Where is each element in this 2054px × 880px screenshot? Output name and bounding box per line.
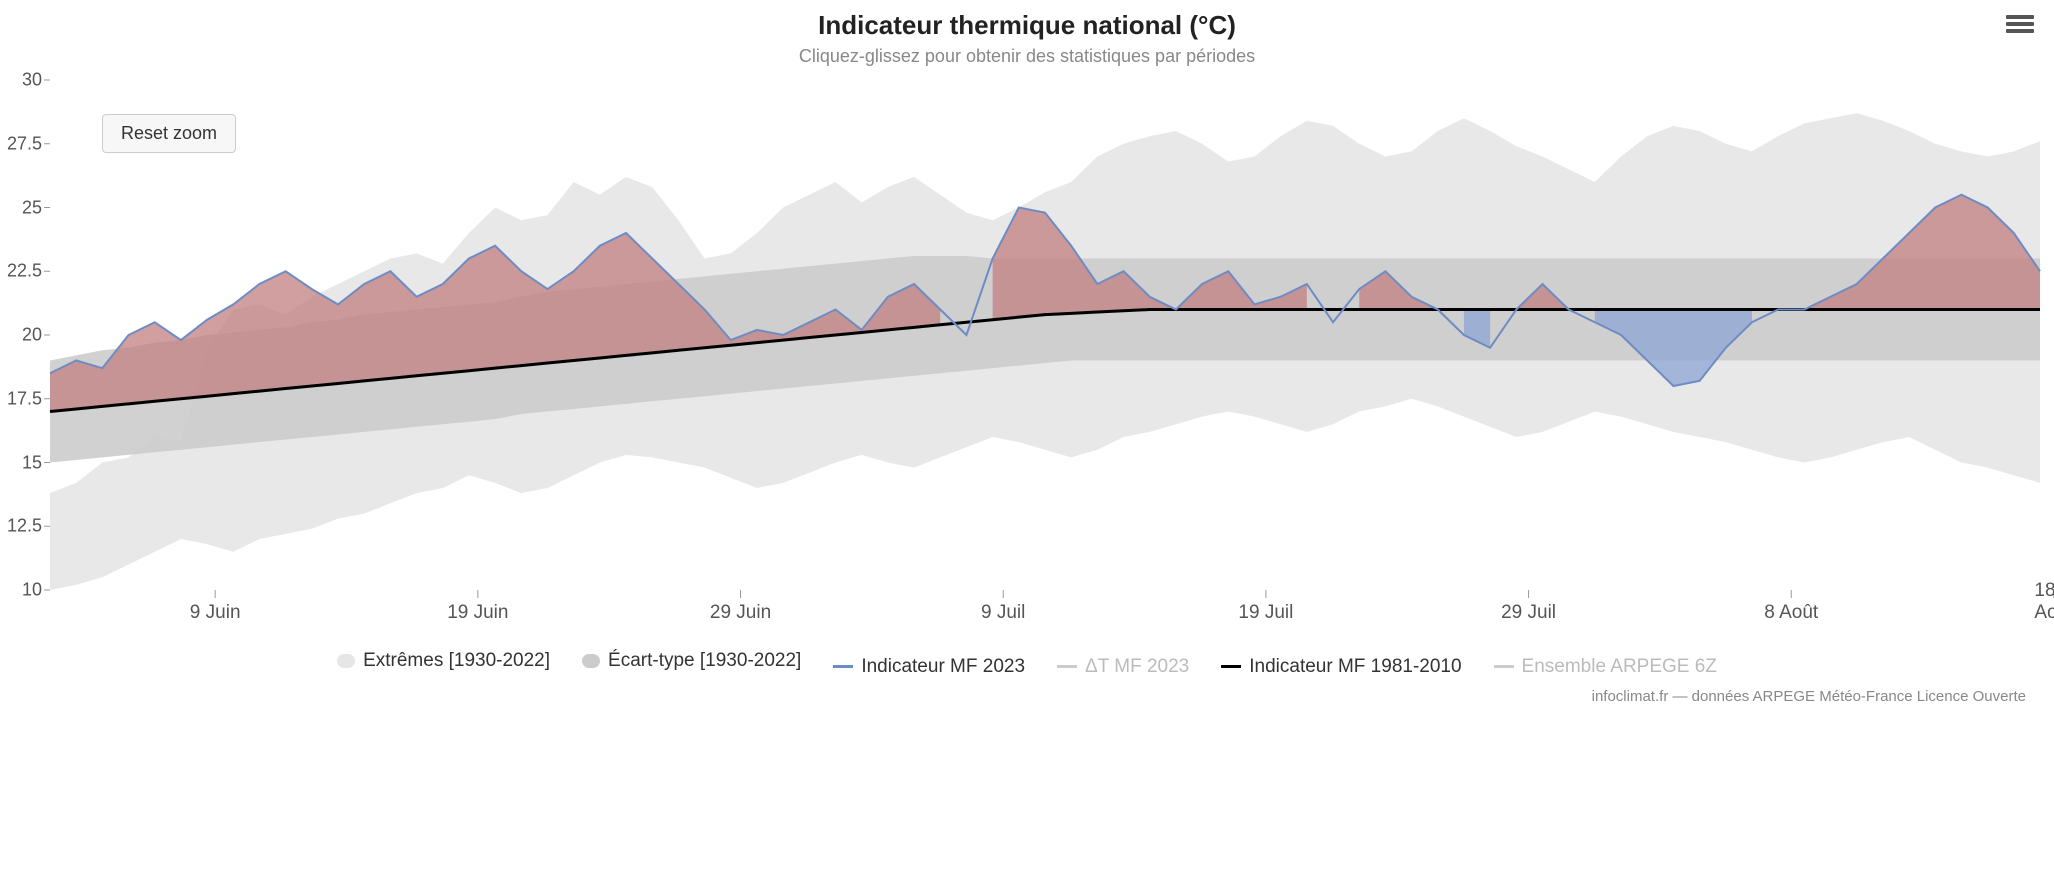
legend-label: Extrêmes [1930-2022] bbox=[363, 650, 550, 672]
x-axis-label: 29 Juil bbox=[1501, 602, 1556, 624]
y-axis-label: 17.5 bbox=[2, 388, 42, 409]
x-axis-label: 9 Juil bbox=[981, 602, 1025, 624]
legend-label: Ensemble ARPEGE 6Z bbox=[1522, 656, 1717, 678]
hamburger-menu-icon[interactable] bbox=[2006, 12, 2034, 34]
y-axis-label: 22.5 bbox=[2, 261, 42, 282]
legend-label: ΔT MF 2023 bbox=[1085, 656, 1189, 678]
legend-item-delta2023[interactable]: ΔT MF 2023 bbox=[1057, 656, 1189, 678]
x-axis-label: 9 Juin bbox=[190, 602, 241, 624]
chart-title: Indicateur thermique national (°C) bbox=[0, 10, 2054, 41]
y-axis-label: 12.5 bbox=[2, 516, 42, 537]
y-axis-label: 30 bbox=[2, 70, 42, 91]
plot-area[interactable]: 1012.51517.52022.52527.530 9 Juin19 Juin… bbox=[50, 80, 2040, 590]
y-axis-label: 15 bbox=[2, 452, 42, 473]
x-axis-label: 29 Juin bbox=[710, 602, 771, 624]
chart-svg bbox=[50, 80, 2040, 590]
legend-label: Écart-type [1930-2022] bbox=[608, 650, 801, 672]
legend-item-normal[interactable]: Indicateur MF 1981-2010 bbox=[1221, 656, 1461, 678]
y-axis-label: 27.5 bbox=[2, 133, 42, 154]
legend-item-arpege[interactable]: Ensemble ARPEGE 6Z bbox=[1494, 656, 1717, 678]
credits-label: infoclimat.fr — données ARPEGE Météo-Fra… bbox=[1592, 688, 2026, 705]
legend-item-year2023[interactable]: Indicateur MF 2023 bbox=[833, 656, 1025, 678]
x-axis-label: 18 Août bbox=[2034, 580, 2054, 624]
y-axis-label: 10 bbox=[2, 580, 42, 601]
legend-item-stddev[interactable]: Écart-type [1930-2022] bbox=[582, 650, 801, 672]
y-axis-label: 20 bbox=[2, 325, 42, 346]
legend: Extrêmes [1930-2022] Écart-type [1930-202… bbox=[0, 650, 2054, 678]
x-axis-label: 19 Juil bbox=[1238, 602, 1293, 624]
legend-item-extremes[interactable]: Extrêmes [1930-2022] bbox=[337, 650, 550, 672]
chart-subtitle: Cliquez-glissez pour obtenir des statist… bbox=[0, 46, 2054, 67]
x-axis-label: 19 Juin bbox=[447, 602, 508, 624]
legend-label: Indicateur MF 2023 bbox=[861, 656, 1025, 678]
y-axis-label: 25 bbox=[2, 197, 42, 218]
x-axis-label: 8 Août bbox=[1764, 602, 1818, 624]
legend-label: Indicateur MF 1981-2010 bbox=[1249, 656, 1461, 678]
chart-container: Indicateur thermique national (°C) Cliqu… bbox=[0, 0, 2054, 880]
